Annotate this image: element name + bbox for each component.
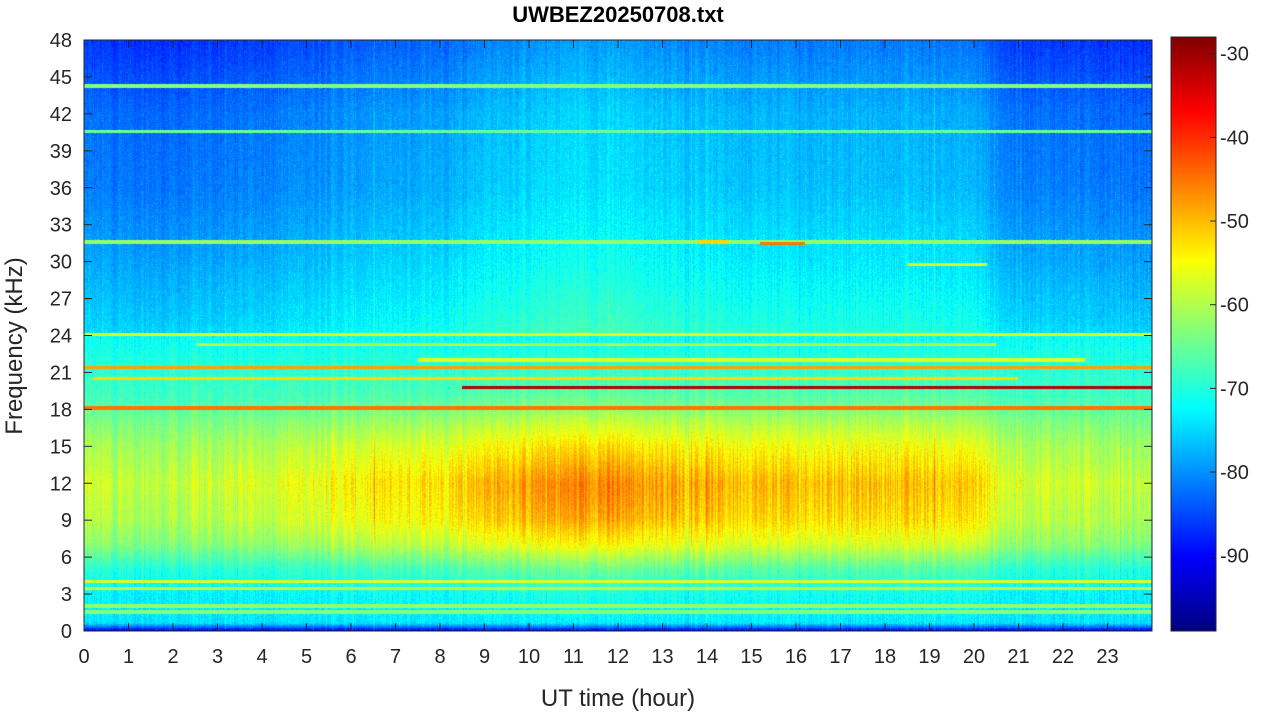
y-tick-label: 3 [61,584,72,606]
spectrogram-heatmap [84,40,1152,631]
y-tick-label: 24 [50,326,72,348]
x-tick-label: 8 [434,646,445,668]
x-tick-label: 0 [78,646,89,668]
x-axis-label: UT time (hour) [541,685,695,712]
x-axis: 0 1 2 3 4 5 6 7 8 9 10 11 12 13 14 15 16 17 18 19 20 21 22 23 [78,40,1119,668]
y-tick-label: 30 [50,252,72,274]
x-tick-label: 23 [1096,646,1118,668]
x-tick-label: 19 [918,646,940,668]
colorbar-tick-label: -90 [1220,546,1249,568]
y-tick-label: 18 [50,399,72,421]
y-tick-label: 36 [50,178,72,200]
colorbar-tick-label: -80 [1220,462,1249,484]
y-tick-label: 9 [61,510,72,532]
x-tick-label: 18 [874,646,896,668]
x-tick-label: 4 [256,646,267,668]
y-tick-label: 12 [50,473,72,495]
y-tick-label: 33 [50,215,72,237]
y-axis-label: Frequency (kHz) [1,257,28,434]
x-tick-label: 9 [479,646,490,668]
colorbar-tick-label: -50 [1220,211,1249,233]
plot-frame [83,39,1153,632]
y-tick-label: 0 [61,621,72,643]
x-tick-label: 21 [1007,646,1029,668]
colorbar-frame [1170,36,1217,632]
y-tick-label: 39 [50,141,72,163]
chart-title: UWBEZ20250708.txt [512,2,724,27]
y-tick-label: 42 [50,104,72,126]
y-tick-label: 27 [50,289,72,311]
colorbar-tick-label: -60 [1220,295,1249,317]
x-tick-label: 16 [785,646,807,668]
y-tick-label: 45 [50,67,72,89]
colorbar-tick-label: -40 [1220,127,1249,149]
y-tick-label: 21 [50,362,72,384]
x-tick-label: 7 [390,646,401,668]
x-tick-label: 10 [518,646,540,668]
colorbar-axis: -90 -80 -70 -60 -50 -40 -30 [1210,44,1249,568]
x-tick-label: 17 [829,646,851,668]
x-tick-label: 12 [607,646,629,668]
x-tick-label: 2 [167,646,178,668]
x-tick-label: 20 [963,646,985,668]
x-tick-label: 5 [301,646,312,668]
y-tick-label: 48 [50,30,72,52]
x-tick-label: 6 [345,646,356,668]
colorbar [1171,37,1216,631]
x-tick-label: 11 [563,646,584,668]
y-tick-label: 6 [61,547,72,569]
x-tick-label: 14 [696,646,718,668]
x-tick-label: 1 [123,646,134,668]
colorbar-tick-label: -30 [1220,44,1249,66]
x-tick-label: 15 [740,646,762,668]
y-tick-label: 15 [50,436,72,458]
colorbar-tick-label: -70 [1220,378,1249,400]
x-tick-label: 13 [651,646,673,668]
x-tick-label: 3 [212,646,223,668]
x-tick-label: 22 [1052,646,1074,668]
